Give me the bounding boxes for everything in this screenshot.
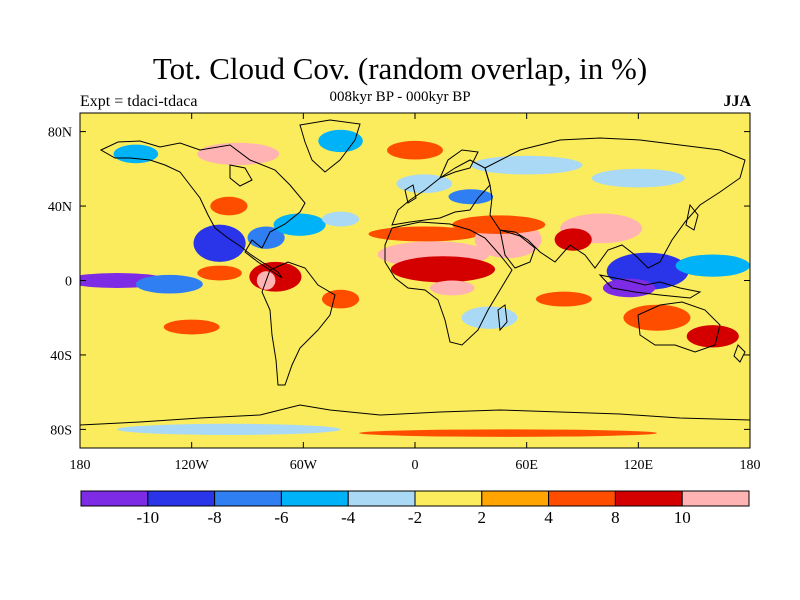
anomaly-patch-24 xyxy=(591,168,685,188)
anomaly-patch-35 xyxy=(117,423,341,435)
coastline-japan xyxy=(685,203,699,231)
colorbar-label: -4 xyxy=(341,508,356,527)
coastline-south-america xyxy=(261,261,336,386)
coastline-scandinavia xyxy=(439,149,479,179)
colorbar-swatch-8 xyxy=(614,490,683,507)
coastline-new-zealand xyxy=(733,344,746,363)
anomaly-patch-10 xyxy=(210,196,248,216)
colorbar-label: -8 xyxy=(208,508,222,527)
anomaly-patch-23 xyxy=(470,155,583,175)
anomaly-patch-34 xyxy=(535,291,592,307)
anomaly-patch-14 xyxy=(390,256,496,283)
plot-title: Tot. Cloud Cov. (random overlap, in %) xyxy=(152,51,648,86)
coastline-madagascar xyxy=(497,304,508,332)
colorbar-swatch-1 xyxy=(147,490,216,507)
anomaly-patch-2 xyxy=(193,224,246,262)
coastline-north-america xyxy=(99,140,306,279)
anomaly-patch-19 xyxy=(554,228,592,251)
y-tick-label: 80N xyxy=(48,126,72,141)
colorbar-label: -2 xyxy=(408,508,422,527)
colorbar-label: 8 xyxy=(611,508,620,527)
x-tick-label: 60E xyxy=(515,458,538,473)
colorbar-swatch-0 xyxy=(80,490,149,507)
anomaly-patch-33 xyxy=(461,306,518,329)
anomaly-field xyxy=(80,113,750,448)
coastline-greenland xyxy=(299,119,361,173)
experiment-label: Expt = tdaci-tdaca xyxy=(80,93,198,110)
x-axis: 180 120W 60W 0 60E 120E 180 xyxy=(70,113,761,473)
colorbar-label: -10 xyxy=(136,508,159,527)
colorbar-swatch-6 xyxy=(481,490,550,507)
anomaly-patch-11 xyxy=(113,144,159,164)
y-tick-label: 0 xyxy=(65,275,72,290)
anomaly-patch-31 xyxy=(321,289,360,309)
anomaly-patch-8 xyxy=(197,265,242,281)
x-tick-label: 180 xyxy=(740,458,761,473)
x-tick-label: 180 xyxy=(70,458,91,473)
anomaly-patch-4 xyxy=(273,213,326,236)
anomaly-patch-15 xyxy=(368,226,481,242)
anomaly-patch-5 xyxy=(321,211,360,227)
y-tick-label: 40N xyxy=(48,200,72,215)
anomaly-patch-30 xyxy=(387,140,443,160)
anomaly-patch-6 xyxy=(249,261,302,292)
anomaly-patch-17 xyxy=(452,215,546,234)
anomaly-patch-28 xyxy=(623,304,691,331)
colorbar: -10 -8 -6 -4 -2 2 4 8 10 xyxy=(80,490,750,527)
y-axis: 80N 40N 0 40S 80S xyxy=(48,126,750,438)
anomaly-patch-32 xyxy=(163,319,220,335)
colorbar-swatch-2 xyxy=(214,490,282,507)
y-tick-label: 40S xyxy=(50,349,72,364)
anomaly-patch-29 xyxy=(686,325,739,348)
coastline-australia xyxy=(637,301,721,353)
colorbar-swatch-4 xyxy=(347,490,416,507)
anomaly-patch-36 xyxy=(359,429,657,437)
y-tick-label: 80S xyxy=(50,423,72,438)
anomaly-patch-9 xyxy=(197,142,280,166)
colorbar-swatch-9 xyxy=(681,490,750,507)
anomaly-patch-27 xyxy=(675,254,750,277)
colorbar-label: 2 xyxy=(478,508,487,527)
coastline-hudson-bay xyxy=(229,164,253,187)
x-tick-label: 60W xyxy=(290,458,318,473)
coastline-indonesia xyxy=(598,274,702,299)
coastline-arabia xyxy=(499,229,536,269)
coastline-antarctica xyxy=(80,404,750,426)
plot-subtitle: 008kyr BP - 000kyr BP xyxy=(329,89,471,105)
colorbar-label: 4 xyxy=(544,508,553,527)
colorbar-label: 10 xyxy=(674,508,691,527)
anomaly-patch-20 xyxy=(429,280,475,296)
colorbar-swatch-7 xyxy=(548,490,616,507)
anomaly-patch-1 xyxy=(135,274,203,294)
coastline-africa xyxy=(384,221,513,346)
x-tick-label: 120E xyxy=(624,458,654,473)
colorbar-swatch-5 xyxy=(414,490,483,507)
x-tick-label: 120W xyxy=(175,458,210,473)
season-label: JJA xyxy=(723,93,751,110)
colorbar-swatch-3 xyxy=(280,490,349,507)
anomaly-patch-22 xyxy=(448,189,494,205)
coastline-british-isles xyxy=(404,184,417,204)
coastlines xyxy=(80,119,750,426)
x-tick-label: 0 xyxy=(412,458,419,473)
colorbar-label: -6 xyxy=(274,508,288,527)
anomaly-patch-12 xyxy=(318,129,363,153)
coastline-asia xyxy=(484,137,746,269)
